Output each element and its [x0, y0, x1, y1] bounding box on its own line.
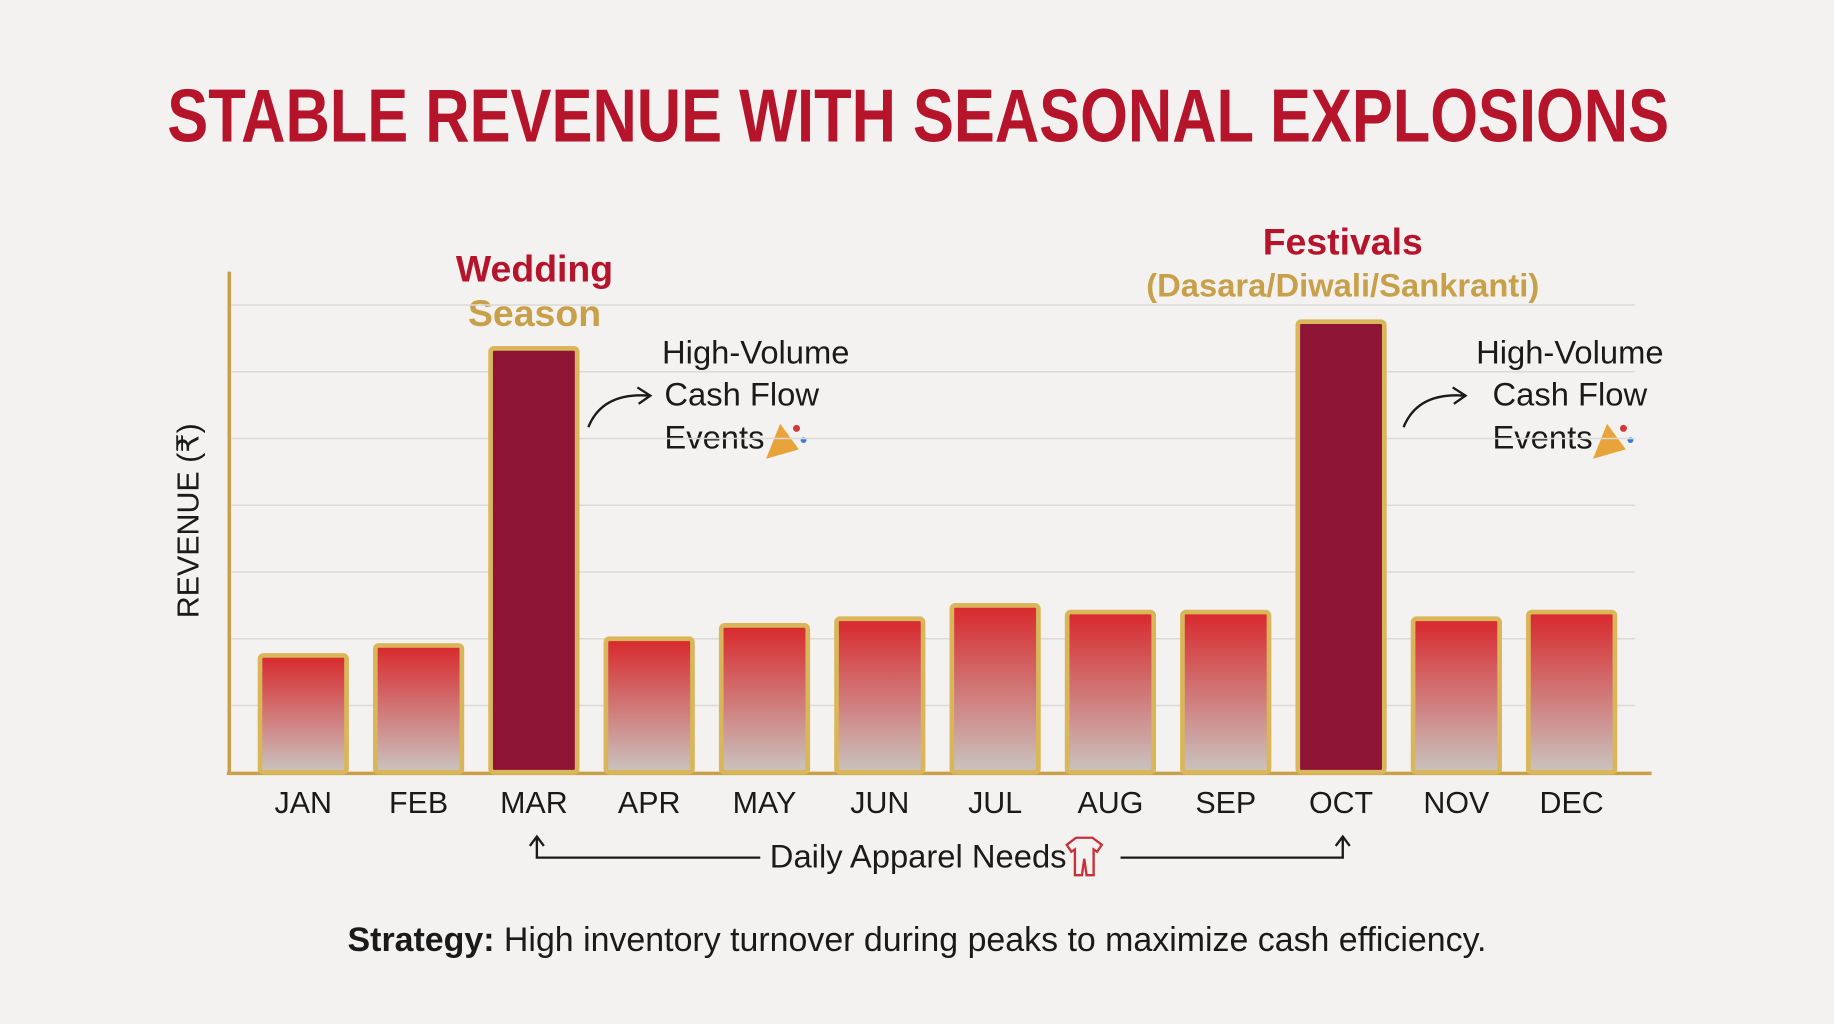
bar [1180, 609, 1272, 775]
chart-title: STABLE REVENUE WITH SEASONAL EXPLOSIONS [167, 74, 1669, 158]
annotation: Cash Flow [1492, 375, 1647, 412]
bar [1064, 609, 1157, 775]
arrow [587, 386, 653, 428]
x-tick-label: MAR [500, 786, 568, 820]
y-axis-label: REVENUE (₹) [172, 423, 206, 618]
bar [488, 346, 580, 775]
annotation: Daily Apparel Needs [770, 837, 1067, 874]
x-tick-label: AUG [1077, 786, 1143, 820]
bar [949, 603, 1041, 775]
annotation: (Dasara/Diwali/Sankranti) [1146, 267, 1539, 304]
bar [1410, 616, 1502, 775]
x-tick-label: APR [618, 786, 681, 820]
annotation: Wedding [456, 248, 613, 290]
x-tick-label: DEC [1540, 786, 1604, 820]
annotation: Festivals [1263, 221, 1423, 263]
x-tick-label: SEP [1195, 786, 1256, 820]
x-tick-label: JUL [968, 786, 1022, 820]
annotation: Season [468, 292, 601, 334]
footnote-text: High inventory turnover during peaks to … [495, 921, 1487, 959]
annotation: Cash Flow [664, 375, 819, 412]
arrow [528, 834, 1351, 859]
arrow [1402, 386, 1468, 428]
annotation: Events [664, 419, 764, 456]
bar [1526, 609, 1618, 775]
annotation: Events [1492, 419, 1592, 456]
x-tick-label: FEB [389, 786, 448, 820]
bar [834, 616, 926, 775]
x-tick-label: JAN [275, 786, 332, 820]
annotation: High-Volume [662, 333, 850, 370]
footnote: Strategy: High inventory turnover during… [348, 921, 1487, 959]
x-tick-label: NOV [1423, 786, 1490, 820]
x-tick-label: JUN [850, 786, 909, 820]
footnote-lead: Strategy: [348, 921, 495, 959]
bar [1295, 319, 1387, 775]
x-tick-label: OCT [1309, 786, 1373, 820]
bar [603, 636, 695, 775]
bar [257, 653, 349, 775]
bar [718, 623, 811, 775]
bar [372, 643, 465, 775]
apparel-icon [1065, 836, 1104, 877]
annotation: High-Volume [1476, 333, 1664, 370]
x-tick-label: MAY [733, 786, 797, 820]
